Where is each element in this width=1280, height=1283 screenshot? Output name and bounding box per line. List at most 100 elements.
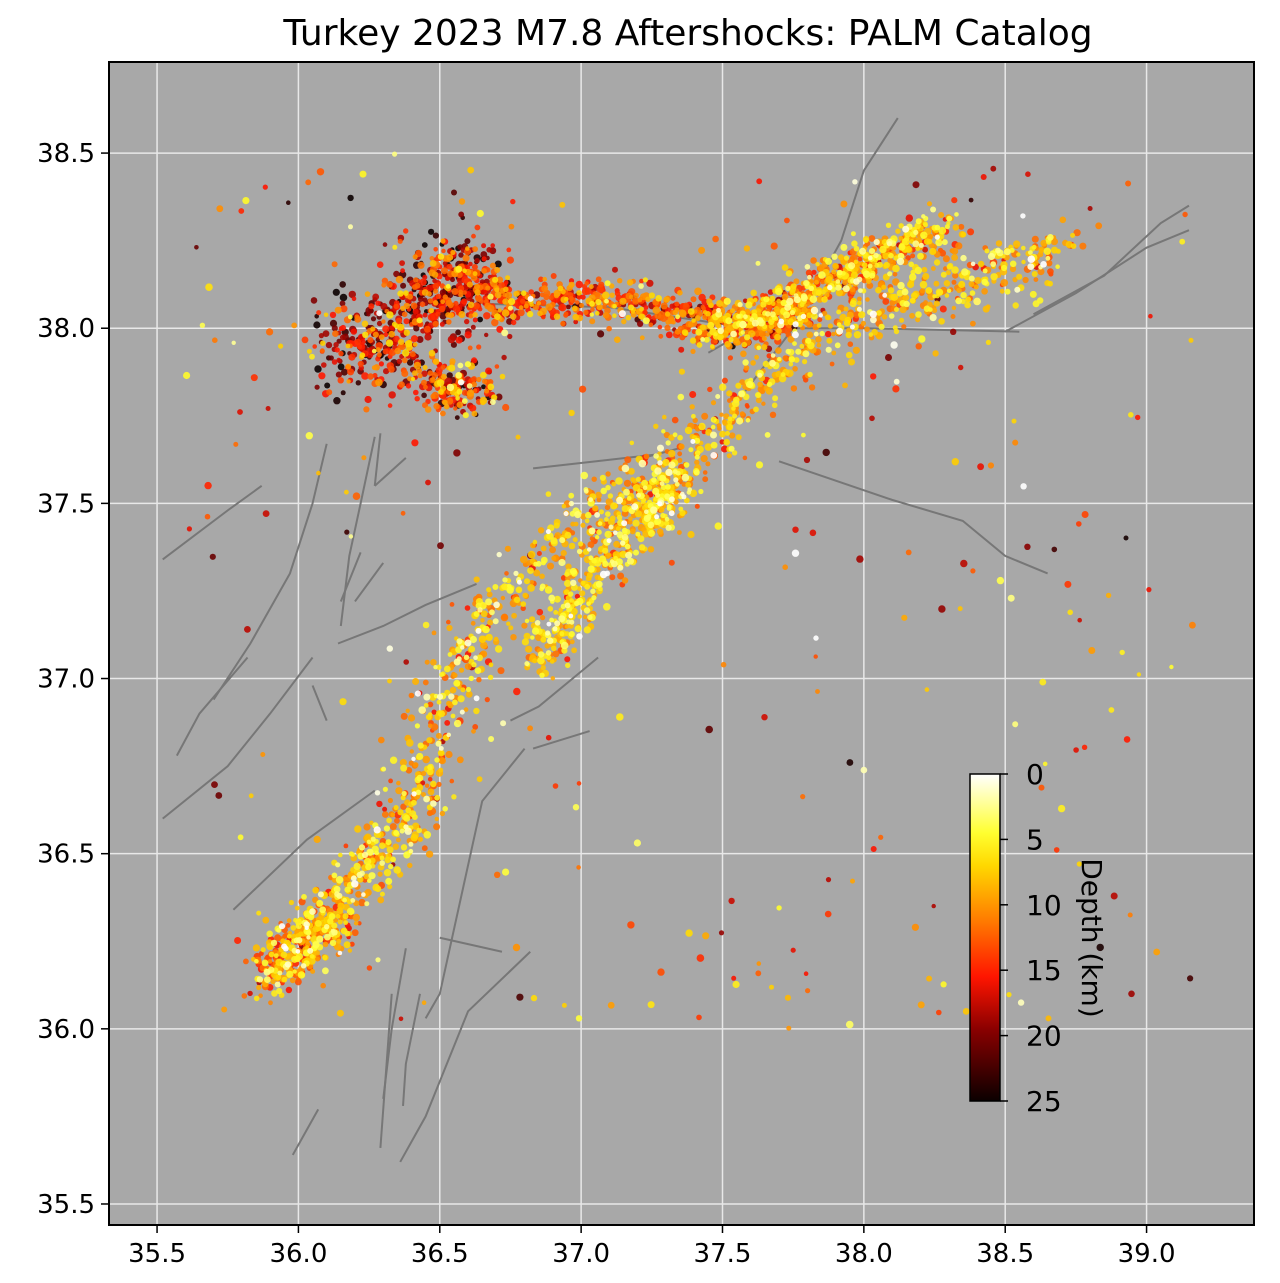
aftershock-point (932, 350, 939, 357)
aftershock-point (373, 826, 381, 834)
aftershock-point (453, 719, 462, 728)
fault-trace (337, 583, 477, 645)
aftershock-point (266, 930, 274, 938)
aftershock-point (653, 453, 659, 459)
aftershock-point (915, 343, 922, 350)
aftershock-point (494, 267, 501, 273)
aftershock-point (678, 368, 686, 375)
aftershock-point (421, 370, 428, 377)
aftershock-point (484, 697, 490, 703)
aftershock-point (471, 381, 477, 388)
aftershock-point (322, 955, 328, 961)
aftershock-point (731, 406, 736, 411)
aftershock-point (573, 319, 579, 325)
aftershock-point (442, 399, 448, 406)
aftershock-point (303, 910, 311, 918)
fault-trace (162, 485, 263, 561)
aftershock-point (831, 253, 838, 260)
aftershock-point (584, 281, 589, 286)
aftershock-point (629, 440, 635, 446)
aftershock-point (892, 264, 900, 273)
aftershock-point (688, 447, 694, 453)
aftershock-point (985, 339, 992, 345)
aftershock-point (513, 570, 519, 577)
plot-frame (108, 61, 1255, 1226)
aftershock-point (668, 510, 675, 517)
aftershock-point (470, 274, 478, 282)
aftershock-point (531, 627, 540, 635)
aftershock-point (316, 899, 324, 907)
aftershock-point (951, 266, 959, 274)
aftershock-point (346, 907, 355, 916)
aftershock-point (657, 324, 663, 330)
aftershock-point (453, 679, 461, 687)
aftershock-point (929, 247, 937, 256)
aftershock-point (843, 255, 850, 261)
aftershock-point (312, 344, 318, 349)
aftershock-point (523, 632, 531, 640)
aftershock-point (938, 318, 945, 325)
aftershock-point (450, 249, 456, 256)
aftershock-point (446, 254, 454, 261)
aftershock-point (537, 527, 545, 534)
aftershock-point (887, 287, 895, 294)
aftershock-point (1031, 235, 1039, 243)
aftershock-point (825, 346, 832, 353)
aftershock-point (471, 410, 478, 417)
aftershock-point (929, 314, 937, 322)
aftershock-point (400, 844, 408, 851)
aftershock-point (894, 307, 899, 312)
aftershock-point (379, 842, 386, 849)
aftershock-point (661, 429, 666, 434)
aftershock-point (728, 337, 734, 343)
aftershock-point (750, 289, 757, 297)
aftershock-point (719, 430, 726, 438)
aftershock-point (970, 568, 976, 574)
aftershock-point (346, 379, 351, 384)
aftershock-point (558, 615, 566, 623)
aftershock-point (527, 584, 535, 592)
aftershock-point (791, 549, 800, 557)
aftershock-point (482, 378, 488, 384)
aftershock-point (537, 651, 545, 658)
aftershock-point (340, 390, 346, 396)
aftershock-point (508, 223, 515, 230)
aftershock-point (646, 279, 654, 287)
aftershock-point (803, 280, 810, 287)
aftershock-point (544, 643, 551, 649)
aftershock-point (359, 170, 367, 178)
aftershock-point (262, 510, 270, 517)
aftershock-point (730, 308, 735, 314)
aftershock-point (918, 242, 924, 248)
aftershock-point (353, 921, 359, 926)
aftershock-point (583, 626, 591, 634)
aftershock-point (743, 365, 750, 371)
aftershock-point (665, 524, 672, 532)
aftershock-point (694, 315, 701, 322)
aftershock-point (775, 347, 782, 354)
aftershock-point (421, 379, 427, 386)
aftershock-point (363, 873, 370, 880)
aftershock-point (576, 781, 582, 786)
aftershock-point (480, 399, 486, 406)
aftershock-point (335, 876, 344, 884)
aftershock-point (378, 361, 384, 367)
aftershock-point (868, 235, 876, 242)
aftershock-point (502, 298, 509, 305)
aftershock-point (968, 197, 974, 203)
aftershock-point (375, 347, 381, 353)
aftershock-point (732, 413, 738, 419)
aftershock-point (336, 357, 342, 363)
aftershock-point (681, 473, 690, 482)
aftershock-point (612, 266, 618, 273)
aftershock-point (278, 343, 284, 349)
aftershock-point (407, 376, 413, 382)
aftershock-point (281, 976, 288, 983)
aftershock-point (874, 262, 880, 268)
aftershock-point (335, 371, 342, 378)
aftershock-point (1110, 892, 1118, 900)
aftershock-point (990, 261, 997, 267)
aftershock-point (616, 496, 624, 504)
aftershock-point (481, 384, 486, 390)
aftershock-point (382, 242, 388, 247)
